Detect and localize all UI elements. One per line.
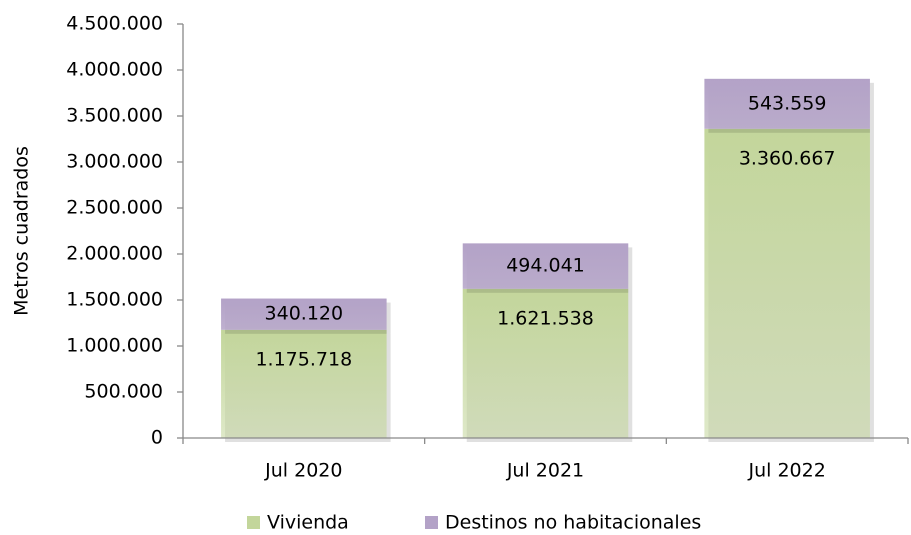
legend-label: Destinos no habitacionales	[445, 512, 701, 534]
y-tick-label: 4.500.000	[66, 13, 163, 35]
data-label: 340.120	[265, 303, 344, 325]
y-tick-label: 1.000.000	[66, 335, 163, 357]
y-tick-label: 0	[151, 427, 163, 449]
y-tick-label: 3.000.000	[66, 151, 163, 173]
data-label: 3.360.667	[739, 147, 836, 169]
bar-segment	[462, 243, 629, 289]
y-tick-label: 2.000.000	[66, 243, 163, 265]
y-tick-label: 2.500.000	[66, 197, 163, 219]
legend-label: Vivienda	[267, 512, 349, 534]
y-tick-label: 3.500.000	[66, 105, 163, 127]
bar-segment	[704, 78, 870, 129]
y-tick-label: 4.000.000	[66, 59, 163, 81]
data-label: 543.559	[748, 92, 827, 114]
y-axis-title: Metros cuadrados	[11, 146, 33, 316]
data-label: 1.621.538	[497, 307, 594, 329]
data-label: 494.041	[506, 255, 585, 277]
x-tick-label: Jul 2020	[264, 460, 342, 482]
y-tick-label: 500.000	[84, 381, 163, 403]
x-tick-label: Jul 2021	[506, 460, 584, 482]
y-tick-label: 1.500.000	[66, 289, 163, 311]
x-tick-label: Jul 2022	[748, 460, 826, 482]
legend-swatch	[247, 516, 260, 529]
data-label: 1.175.718	[255, 348, 352, 370]
bar-segment	[221, 329, 387, 438]
legend-swatch	[425, 516, 438, 529]
bar-segment	[704, 128, 870, 438]
bar-segment	[462, 288, 629, 438]
bar-segment	[221, 298, 387, 330]
